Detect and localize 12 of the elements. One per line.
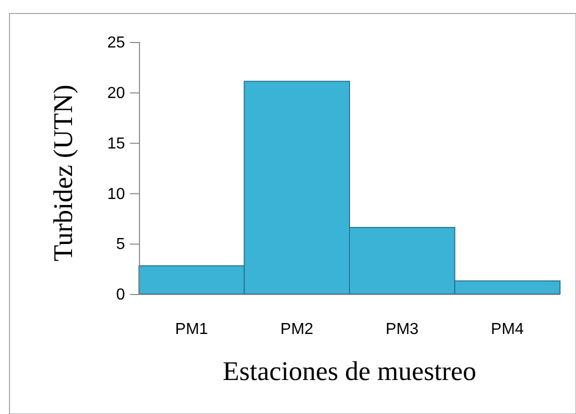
y-axis-title: Turbidez (UTN) xyxy=(48,84,78,262)
x-tick-label: PM1 xyxy=(175,321,208,338)
y-tick-label: 20 xyxy=(107,85,126,102)
y-tick-label: 5 xyxy=(116,236,126,254)
y-tick-label: 15 xyxy=(107,135,126,152)
x-axis-title: Estaciones de muestreo xyxy=(222,356,476,386)
x-tick-label: PM4 xyxy=(490,321,524,338)
y-tick-label: 25 xyxy=(107,34,126,52)
y-tick-label: 10 xyxy=(107,186,126,203)
x-tick-label: PM2 xyxy=(280,321,314,338)
x-tick-label: PM3 xyxy=(386,321,419,338)
y-tick-label: 0 xyxy=(116,286,126,304)
